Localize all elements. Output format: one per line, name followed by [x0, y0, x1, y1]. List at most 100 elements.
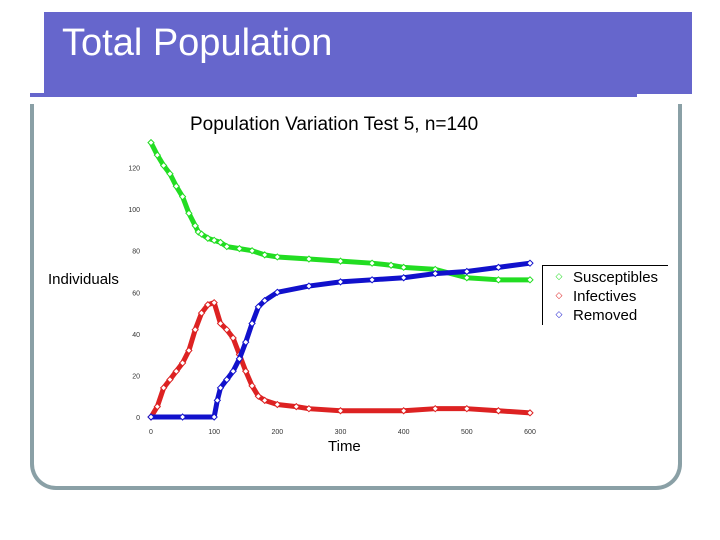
legend-item-susceptibles: ◇ Susceptibles — [553, 268, 659, 287]
x-axis-label: Time — [328, 438, 361, 455]
y-tick-label: 20 — [132, 373, 140, 380]
chart-legend: ◇ Susceptibles ◇ Infectives ◇ Removed — [542, 265, 668, 325]
data-point-removed — [273, 288, 282, 296]
data-point-susceptibles — [248, 247, 256, 255]
data-point-susceptibles — [166, 170, 174, 178]
data-point-infectives — [463, 404, 471, 413]
legend-marker-susceptibles: ◇ — [555, 272, 563, 282]
y-tick-label: 60 — [132, 290, 140, 297]
data-point-removed — [399, 274, 408, 282]
data-point-infectives — [204, 301, 212, 309]
data-point-infectives — [336, 407, 345, 415]
data-point-susceptibles — [172, 182, 180, 190]
x-tick-label: 400 — [398, 429, 410, 436]
x-tick-label: 0 — [149, 429, 153, 436]
x-tick-label: 600 — [524, 429, 536, 436]
data-point-susceptibles — [494, 276, 503, 284]
data-point-susceptibles — [159, 161, 168, 170]
data-point-infectives — [248, 382, 256, 390]
chart-title: Population Variation Test 5, n=140 — [190, 114, 479, 135]
data-point-removed — [526, 259, 534, 267]
title-bar — [44, 12, 692, 94]
slide-title: Total Population — [62, 22, 333, 64]
y-tick-label: 100 — [128, 207, 140, 214]
data-point-removed — [216, 384, 225, 392]
data-point-infectives — [166, 375, 174, 384]
data-point-susceptibles — [210, 236, 218, 245]
data-point-infectives — [305, 404, 313, 413]
x-tick-label: 500 — [461, 429, 473, 436]
series-line-removed — [148, 260, 533, 420]
y-tick-label: 80 — [132, 249, 140, 256]
data-point-infectives — [185, 346, 193, 355]
y-axis-label: Individuals — [48, 271, 119, 288]
data-point-removed — [147, 413, 155, 421]
data-point-infectives — [229, 334, 237, 342]
y-tick-label: 40 — [132, 332, 140, 339]
data-point-infectives — [197, 309, 206, 317]
y-tick-label: 120 — [128, 166, 140, 173]
data-point-susceptibles — [387, 261, 395, 269]
legend-marker-infectives: ◇ — [555, 291, 563, 301]
data-point-infectives — [526, 409, 534, 417]
x-tick-label: 100 — [208, 429, 220, 436]
data-point-susceptibles — [147, 138, 155, 147]
data-point-removed — [260, 296, 269, 305]
legend-item-infectives: ◇ Infectives — [553, 287, 637, 306]
series-line-infectives — [148, 300, 533, 420]
data-point-susceptibles — [191, 222, 199, 230]
data-point-susceptibles — [197, 230, 206, 238]
data-point-susceptibles — [463, 274, 471, 282]
data-point-susceptibles — [178, 192, 187, 201]
y-tick-label: 0 — [136, 415, 140, 422]
data-point-infectives — [292, 402, 300, 411]
data-point-susceptibles — [204, 234, 212, 242]
title-underline — [30, 93, 637, 97]
legend-item-removed: ◇ Removed — [553, 306, 638, 325]
data-point-removed — [235, 355, 244, 363]
legend-marker-removed: ◇ — [555, 310, 563, 320]
legend-label-infectives: Infectives — [573, 288, 637, 305]
data-point-removed — [248, 319, 256, 328]
data-point-infectives — [399, 407, 408, 415]
data-point-removed — [336, 278, 345, 286]
data-point-removed — [254, 303, 263, 311]
data-point-susceptibles — [273, 253, 282, 261]
data-point-infectives — [254, 392, 263, 400]
data-point-removed — [305, 282, 313, 290]
data-point-removed — [494, 263, 503, 272]
data-point-susceptibles — [223, 242, 231, 251]
data-point-infectives — [216, 319, 225, 328]
data-point-susceptibles — [305, 255, 313, 263]
data-point-susceptibles — [260, 251, 269, 259]
data-point-susceptibles — [235, 244, 244, 253]
data-point-removed — [223, 375, 231, 384]
data-point-infectives — [191, 325, 199, 334]
slide-frame — [30, 104, 682, 490]
data-point-susceptibles — [336, 257, 345, 265]
data-point-removed — [210, 413, 218, 421]
data-point-susceptibles — [153, 151, 162, 159]
data-point-susceptibles — [216, 238, 225, 247]
data-point-removed — [242, 338, 250, 346]
data-point-removed — [368, 276, 376, 284]
data-point-infectives — [172, 367, 180, 375]
data-point-removed — [213, 396, 222, 405]
legend-label-removed: Removed — [573, 307, 638, 324]
data-point-removed — [229, 367, 237, 375]
data-point-infectives — [159, 384, 168, 392]
data-point-susceptibles — [526, 276, 534, 284]
data-point-removed — [463, 267, 471, 276]
data-point-infectives — [153, 402, 162, 411]
x-tick-label: 200 — [271, 429, 283, 436]
data-point-infectives — [494, 407, 503, 415]
data-point-infectives — [242, 367, 250, 375]
data-point-susceptibles — [185, 209, 193, 218]
data-point-infectives — [273, 400, 282, 409]
data-point-infectives — [431, 404, 439, 413]
data-point-infectives — [223, 325, 231, 334]
x-tick-label: 300 — [335, 429, 347, 436]
data-point-removed — [178, 413, 187, 421]
legend-label-susceptibles: Susceptibles — [573, 269, 659, 286]
